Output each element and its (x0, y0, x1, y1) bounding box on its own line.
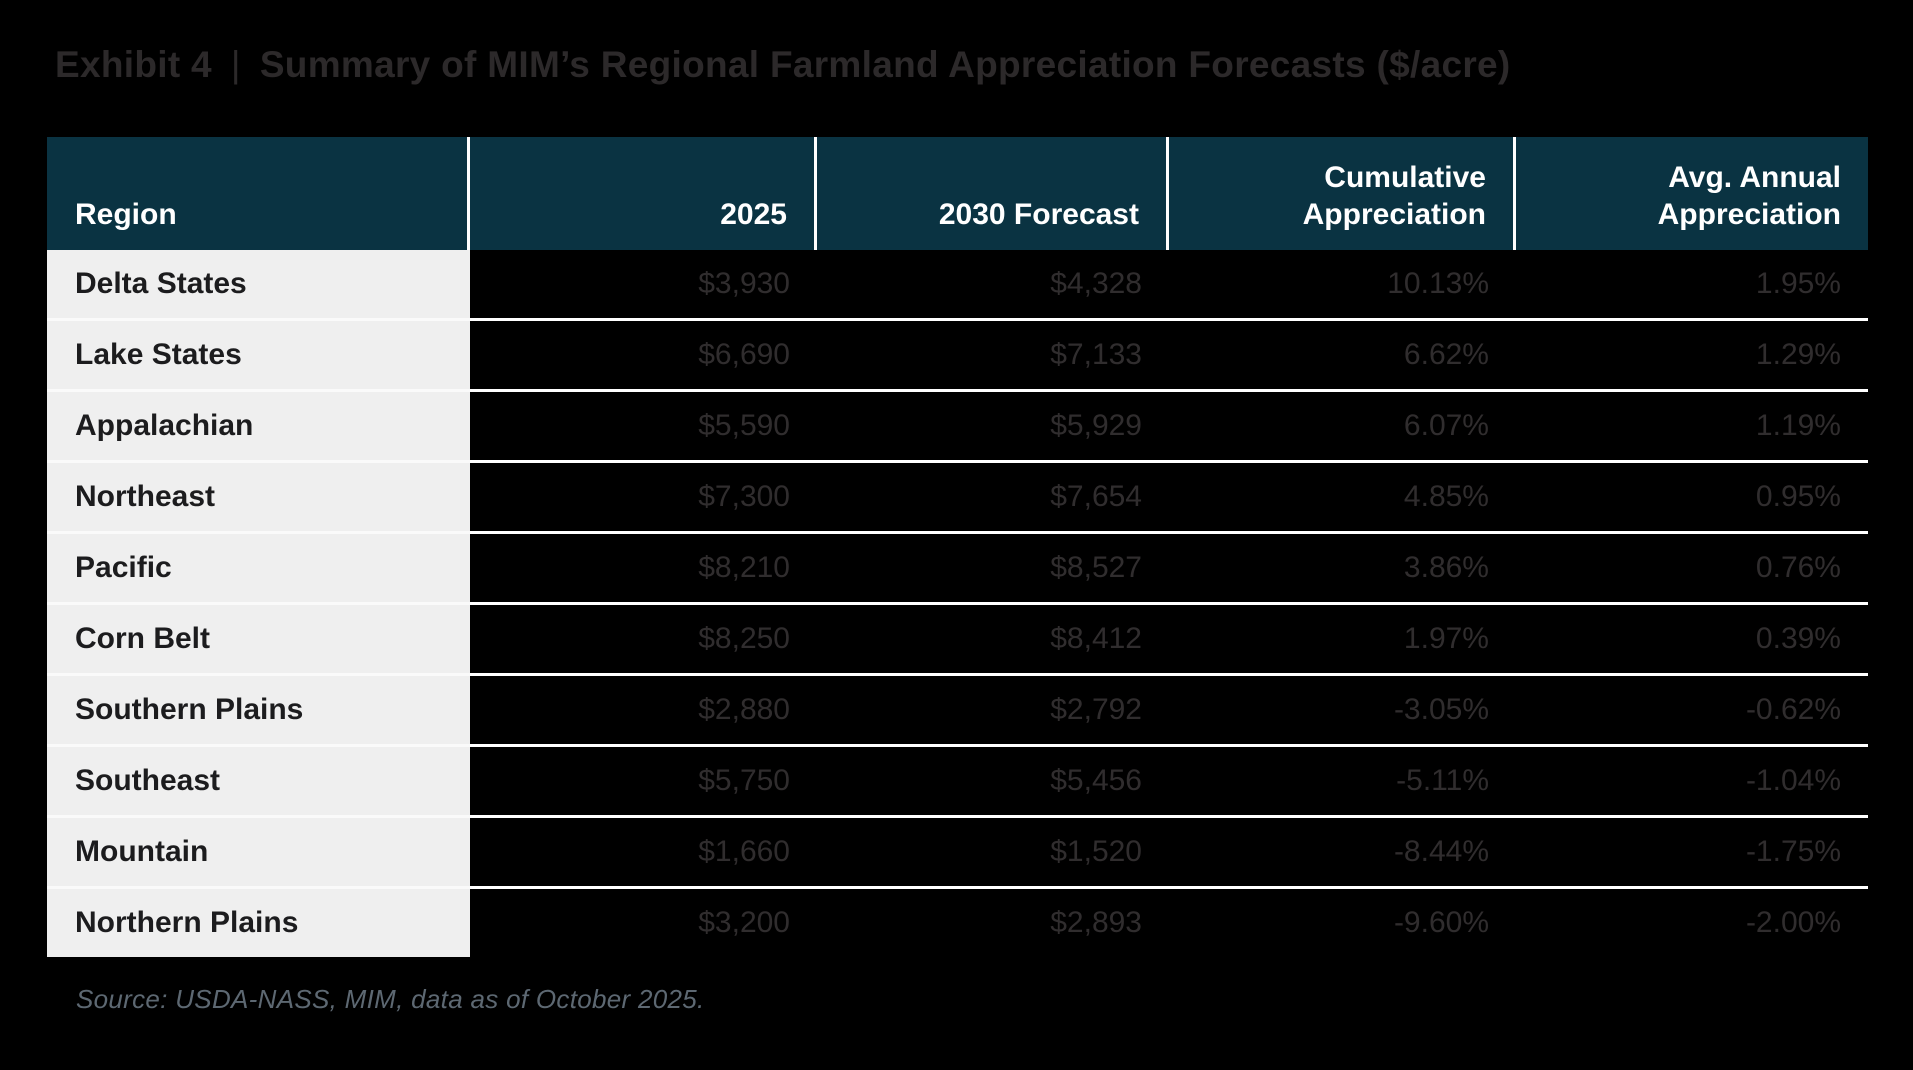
table-row-corn-belt: Corn Belt $8,250 $8,412 1.97% 0.39% (47, 602, 1868, 673)
value-2030-forecast: $2,792 (817, 673, 1169, 744)
region-cell: Northeast (47, 460, 470, 531)
value-cumulative-appreciation: 3.86% (1169, 531, 1516, 602)
table-row-pacific: Pacific $8,210 $8,527 3.86% 0.76% (47, 531, 1868, 602)
table-row-delta-states: Delta States $3,930 $4,328 10.13% 1.95% (47, 250, 1868, 318)
source-note: Source: USDA-NASS, MIM, data as of Octob… (76, 984, 705, 1014)
value-cumulative-appreciation: -5.11% (1169, 744, 1516, 815)
value-avg-annual-appreciation: -0.62% (1516, 673, 1868, 744)
exhibit-title: Exhibit 4 | Summary of MIM’s Regional Farm… (55, 44, 1511, 86)
table-row-northern-plains: Northern Plains $3,200 $2,893 -9.60% -2.… (47, 886, 1868, 957)
header-row: Region 2025 2030 Forecast Cumulative App… (47, 137, 1868, 250)
value-2030-forecast: $4,328 (817, 250, 1169, 318)
value-2030-forecast: $8,527 (817, 531, 1169, 602)
value-2030-forecast: $7,133 (817, 318, 1169, 389)
column-header-region: Region (47, 137, 470, 250)
region-cell: Northern Plains (47, 886, 470, 957)
region-cell: Appalachian (47, 389, 470, 460)
region-cell: Pacific (47, 531, 470, 602)
value-2030-forecast: $2,893 (817, 886, 1169, 957)
title-separator-bar: | (230, 44, 241, 85)
value-2025: $2,880 (470, 673, 817, 744)
value-2030-forecast: $5,929 (817, 389, 1169, 460)
region-cell: Lake States (47, 318, 470, 389)
table-row-southern-plains: Southern Plains $2,880 $2,792 -3.05% -0.… (47, 673, 1868, 744)
region-cell: Southern Plains (47, 673, 470, 744)
value-cumulative-appreciation: 4.85% (1169, 460, 1516, 531)
value-avg-annual-appreciation: -1.75% (1516, 815, 1868, 886)
value-2025: $5,750 (470, 744, 817, 815)
value-2025: $3,930 (470, 250, 817, 318)
table-row-mountain: Mountain $1,660 $1,520 -8.44% -1.75% (47, 815, 1868, 886)
value-avg-annual-appreciation: 0.39% (1516, 602, 1868, 673)
value-2025: $8,210 (470, 531, 817, 602)
table-row-southeast: Southeast $5,750 $5,456 -5.11% -1.04% (47, 744, 1868, 815)
value-avg-annual-appreciation: -2.00% (1516, 886, 1868, 957)
region-cell: Corn Belt (47, 602, 470, 673)
value-avg-annual-appreciation: 1.95% (1516, 250, 1868, 318)
value-cumulative-appreciation: 6.62% (1169, 318, 1516, 389)
title-text: Summary of MIM’s Regional Farmland Appre… (259, 44, 1511, 85)
farmland-forecast-table: Region 2025 2030 Forecast Cumulative App… (47, 137, 1868, 957)
value-2025: $3,200 (470, 886, 817, 957)
table-row-northeast: Northeast $7,300 $7,654 4.85% 0.95% (47, 460, 1868, 531)
value-2030-forecast: $1,520 (817, 815, 1169, 886)
value-2030-forecast: $8,412 (817, 602, 1169, 673)
value-avg-annual-appreciation: 0.95% (1516, 460, 1868, 531)
region-cell: Delta States (47, 250, 470, 318)
value-2025: $1,660 (470, 815, 817, 886)
value-cumulative-appreciation: 1.97% (1169, 602, 1516, 673)
value-avg-annual-appreciation: 1.19% (1516, 389, 1868, 460)
value-cumulative-appreciation: 10.13% (1169, 250, 1516, 318)
region-cell: Mountain (47, 815, 470, 886)
value-avg-annual-appreciation: 0.76% (1516, 531, 1868, 602)
column-header-cumulative-appreciation: Cumulative Appreciation (1169, 137, 1516, 250)
value-avg-annual-appreciation: 1.29% (1516, 318, 1868, 389)
column-header-2030-forecast: 2030 Forecast (817, 137, 1169, 250)
value-2030-forecast: $5,456 (817, 744, 1169, 815)
column-header-2025: 2025 (470, 137, 817, 250)
value-2025: $7,300 (470, 460, 817, 531)
table-row-lake-states: Lake States $6,690 $7,133 6.62% 1.29% (47, 318, 1868, 389)
column-header-avg-annual-appreciation: Avg. Annual Appreciation (1516, 137, 1868, 250)
value-cumulative-appreciation: -3.05% (1169, 673, 1516, 744)
value-cumulative-appreciation: -9.60% (1169, 886, 1516, 957)
value-avg-annual-appreciation: -1.04% (1516, 744, 1868, 815)
value-2030-forecast: $7,654 (817, 460, 1169, 531)
exhibit-number: Exhibit 4 (55, 44, 212, 85)
value-cumulative-appreciation: 6.07% (1169, 389, 1516, 460)
value-cumulative-appreciation: -8.44% (1169, 815, 1516, 886)
value-2025: $6,690 (470, 318, 817, 389)
region-cell: Southeast (47, 744, 470, 815)
value-2025: $8,250 (470, 602, 817, 673)
table-row-appalachian: Appalachian $5,590 $5,929 6.07% 1.19% (47, 389, 1868, 460)
value-2025: $5,590 (470, 389, 817, 460)
